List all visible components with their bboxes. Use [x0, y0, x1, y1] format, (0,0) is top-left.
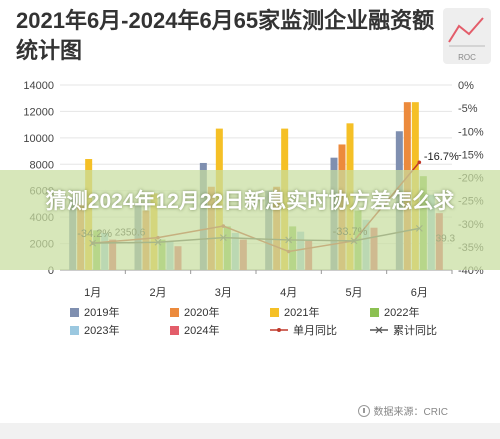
legend-item: 2020年 — [170, 305, 270, 319]
legend-line-swatch — [270, 328, 288, 332]
source-text: 数据来源：CRIC — [373, 407, 448, 418]
overlay-text: 猜测2024年12月22日新息实时协方差怎么求 — [45, 190, 455, 213]
legend-item: 2024年 — [170, 323, 270, 337]
legend-label: 累计同比 — [393, 325, 437, 337]
chart-legend: 2019年 2020年 2021年 2022年 2023年 2024年 单月同比 累计同比 — [70, 305, 470, 337]
legend-swatch — [70, 307, 79, 317]
legend-swatch — [170, 307, 179, 317]
data-source: 数据来源：CRIC — [357, 403, 448, 418]
legend-label: 2022年 — [384, 307, 420, 319]
y-left-tick-label: 14000 — [23, 80, 54, 92]
legend-item: 累计同比 — [370, 323, 470, 337]
legend-swatch — [170, 325, 179, 335]
x-tick-label: 1月 — [84, 287, 101, 299]
y-left-tick-label: 8000 — [30, 159, 54, 171]
legend-label: 2020年 — [184, 307, 220, 319]
data-label: -16.7% — [424, 151, 459, 163]
legend-label: 2021年 — [284, 307, 320, 319]
y-right-tick-label: -5% — [458, 103, 478, 115]
logo-label: ROC — [458, 53, 476, 62]
info-icon — [357, 404, 370, 417]
line-point — [417, 160, 422, 165]
x-tick-label: 3月 — [215, 287, 232, 299]
overlay-banner — [0, 170, 500, 270]
legend-swatch — [370, 307, 379, 317]
y-left-tick-label: 10000 — [23, 133, 54, 145]
legend-item: 2019年 — [70, 305, 170, 319]
x-tick-label: 4月 — [280, 287, 297, 299]
line-chart-logo-icon — [448, 17, 485, 47]
legend-label: 2023年 — [84, 325, 120, 337]
y-right-tick-label: -10% — [458, 126, 484, 138]
legend-label: 单月同比 — [293, 325, 337, 337]
y-right-tick-label: -15% — [458, 149, 484, 161]
legend-item: 单月同比 — [270, 323, 370, 337]
y-left-tick-label: 0 — [48, 265, 54, 277]
legend-label: 2019年 — [84, 307, 120, 319]
legend-swatch — [70, 325, 79, 335]
legend-item: 2021年 — [270, 305, 370, 319]
x-tick-label: 6月 — [411, 287, 428, 299]
chart-title: 2021年6月-2024年6月65家监测企业融资额统计图 — [16, 8, 435, 63]
x-tick-label: 5月 — [345, 287, 362, 299]
legend-swatch — [270, 307, 279, 317]
footer-bar — [0, 423, 500, 439]
legend-label: 2024年 — [184, 325, 220, 337]
logo: ROC — [443, 8, 491, 64]
legend-item: 2022年 — [370, 305, 470, 319]
legend-line-swatch — [370, 326, 388, 334]
legend-item: 2023年 — [70, 323, 170, 337]
y-left-tick-label: 12000 — [23, 106, 54, 118]
x-tick-label: 2月 — [149, 287, 166, 299]
y-right-tick-label: 0% — [458, 80, 474, 92]
